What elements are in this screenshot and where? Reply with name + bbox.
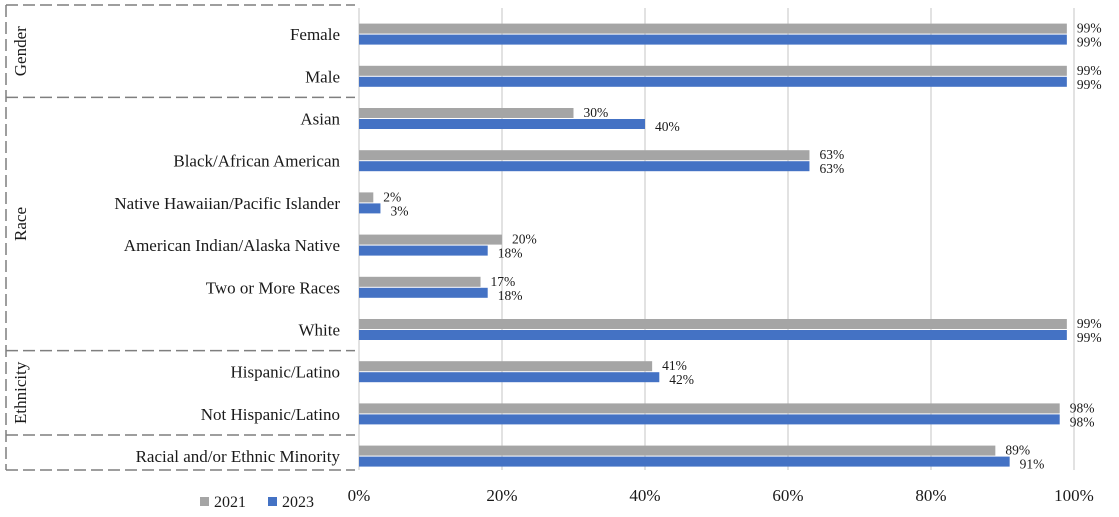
bar-2023 [359, 203, 381, 214]
data-label-2021: 99% [1077, 63, 1102, 78]
data-label-2023: 42% [669, 372, 694, 387]
bar-2023 [359, 76, 1067, 87]
data-label-2023: 63% [819, 161, 844, 176]
bar-2021 [359, 361, 653, 372]
data-label-2021: 17% [491, 274, 516, 289]
bar-2023 [359, 287, 488, 298]
data-label-2021: 89% [1005, 443, 1030, 458]
group-labels: Gender Race Ethnicity [11, 26, 30, 424]
bar-2023 [359, 414, 1060, 425]
group-label: Ethnicity [11, 361, 30, 424]
data-label-2021: 99% [1077, 21, 1102, 36]
category-label: Not Hispanic/Latino [201, 405, 340, 424]
value-labels: 99%99%99%99%30%40%63%63%2%3%20%18%17%18%… [383, 21, 1101, 472]
x-tick-label: 100% [1054, 486, 1094, 505]
category-label: Female [290, 25, 340, 44]
bar-2023 [359, 245, 488, 256]
bar-2021 [359, 234, 502, 245]
bar-2023 [359, 330, 1067, 340]
bar-2021 [359, 65, 1067, 76]
bars [359, 23, 1067, 467]
category-label: Male [305, 67, 340, 86]
category-label: Two or More Races [206, 278, 340, 297]
bar-2023 [359, 372, 660, 383]
x-tick-label: 0% [348, 486, 371, 505]
data-label-2023: 18% [498, 246, 523, 261]
bar-2021 [359, 192, 374, 203]
data-label-2021: 41% [662, 358, 687, 373]
group-brackets [5, 4, 355, 471]
data-label-2023: 99% [1077, 35, 1102, 50]
bar-2021 [359, 108, 574, 118]
x-axis-tick-labels: 0% 20% 40% 60% 80% 100% [348, 486, 1094, 505]
data-label-2021: 2% [383, 189, 401, 204]
bar-2023 [359, 161, 810, 172]
data-label-2021: 98% [1070, 400, 1095, 415]
data-label-2023: 18% [498, 288, 523, 303]
data-label-2021: 99% [1077, 316, 1102, 331]
x-tick-label: 80% [915, 486, 946, 505]
legend-swatch [200, 497, 209, 506]
x-tick-label: 20% [486, 486, 517, 505]
legend-label: 2023 [282, 494, 314, 511]
data-label-2023: 3% [390, 203, 408, 218]
category-label: Native Hawaiian/Pacific Islander [114, 194, 340, 213]
bar-2021 [359, 276, 481, 287]
category-label: American Indian/Alaska Native [124, 236, 340, 255]
category-label: White [298, 321, 340, 340]
data-label-2023: 98% [1070, 414, 1095, 429]
bar-2021 [359, 23, 1067, 34]
bar-2021 [359, 319, 1067, 329]
data-label-2023: 99% [1077, 330, 1102, 345]
legend-swatch [268, 497, 277, 506]
bar-2023 [359, 34, 1067, 45]
category-label: Hispanic/Latino [230, 363, 340, 382]
group-label: Race [11, 207, 30, 241]
legend: 2021 2023 [200, 494, 314, 511]
bar-2021 [359, 445, 996, 456]
category-label: Black/African American [173, 152, 340, 171]
bar-2021 [359, 150, 810, 161]
data-label-2021: 30% [584, 105, 609, 120]
x-tick-label: 60% [772, 486, 803, 505]
legend-label: 2021 [214, 494, 246, 511]
group-label: Gender [11, 26, 30, 76]
category-label: Asian [300, 110, 340, 129]
data-label-2023: 40% [655, 119, 680, 134]
bar-2023 [359, 119, 645, 129]
data-label-2023: 91% [1020, 457, 1045, 472]
data-label-2021: 20% [512, 232, 537, 247]
data-label-2021: 63% [819, 147, 844, 162]
x-tick-label: 40% [629, 486, 660, 505]
category-label: Racial and/or Ethnic Minority [136, 447, 341, 466]
category-labels: Female Male Asian Black/African American Nat… [114, 25, 340, 466]
bar-2023 [359, 456, 1010, 467]
bar-2021 [359, 403, 1060, 414]
data-label-2023: 99% [1077, 77, 1102, 92]
